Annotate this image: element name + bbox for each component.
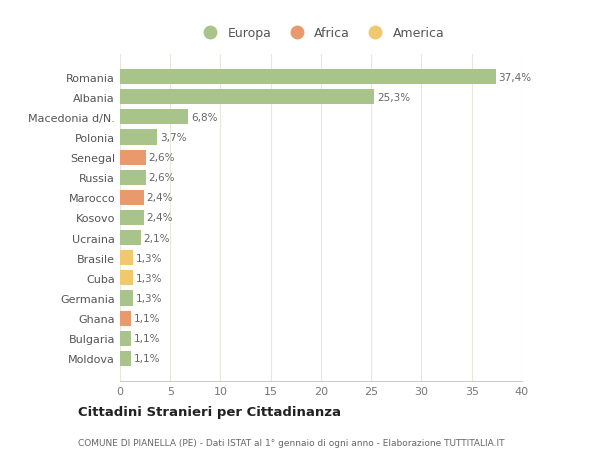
Bar bbox=[120, 150, 146, 165]
Text: 1,1%: 1,1% bbox=[134, 353, 160, 364]
Bar bbox=[120, 110, 188, 125]
Text: 2,6%: 2,6% bbox=[149, 153, 175, 163]
Text: 37,4%: 37,4% bbox=[499, 73, 532, 83]
Bar bbox=[120, 211, 144, 225]
Bar bbox=[120, 90, 374, 105]
Text: 25,3%: 25,3% bbox=[377, 93, 410, 102]
Bar bbox=[120, 271, 133, 286]
Text: 2,4%: 2,4% bbox=[146, 213, 173, 223]
Text: Cittadini Stranieri per Cittadinanza: Cittadini Stranieri per Cittadinanza bbox=[78, 405, 341, 419]
Bar bbox=[120, 351, 131, 366]
Text: 1,3%: 1,3% bbox=[136, 253, 162, 263]
Bar bbox=[120, 190, 144, 206]
Bar bbox=[120, 70, 496, 85]
Bar bbox=[120, 291, 133, 306]
Text: COMUNE DI PIANELLA (PE) - Dati ISTAT al 1° gennaio di ogni anno - Elaborazione T: COMUNE DI PIANELLA (PE) - Dati ISTAT al … bbox=[78, 438, 505, 447]
Bar bbox=[120, 130, 157, 145]
Bar bbox=[120, 230, 141, 246]
Text: 1,1%: 1,1% bbox=[134, 313, 160, 324]
Text: 1,3%: 1,3% bbox=[136, 273, 162, 283]
Text: 2,6%: 2,6% bbox=[149, 173, 175, 183]
Bar bbox=[120, 170, 146, 185]
Text: 3,7%: 3,7% bbox=[160, 133, 186, 143]
Text: 1,1%: 1,1% bbox=[134, 334, 160, 343]
Text: 2,4%: 2,4% bbox=[146, 193, 173, 203]
Bar bbox=[120, 251, 133, 266]
Text: 6,8%: 6,8% bbox=[191, 112, 217, 123]
Text: 2,1%: 2,1% bbox=[143, 233, 170, 243]
Bar bbox=[120, 331, 131, 346]
Text: 1,3%: 1,3% bbox=[136, 293, 162, 303]
Bar bbox=[120, 311, 131, 326]
Legend: Europa, Africa, America: Europa, Africa, America bbox=[193, 22, 449, 45]
